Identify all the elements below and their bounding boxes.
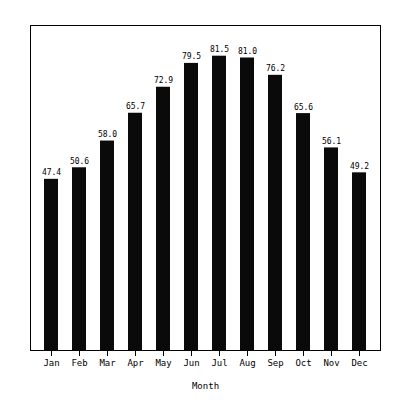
svg-text:56.1: 56.1 [322, 137, 341, 146]
svg-text:Mar: Mar [99, 358, 116, 368]
svg-text:Jun: Jun [183, 358, 199, 368]
svg-text:65.6: 65.6 [294, 103, 313, 112]
svg-text:May: May [155, 358, 172, 368]
svg-text:79.5: 79.5 [182, 52, 201, 61]
svg-text:Dec: Dec [351, 358, 367, 368]
svg-text:72.9: 72.9 [154, 76, 173, 85]
svg-text:Jan: Jan [43, 358, 59, 368]
svg-text:Month: Month [192, 381, 219, 391]
svg-text:Apr: Apr [127, 358, 144, 368]
svg-text:Oct: Oct [295, 358, 311, 368]
svg-text:Jul: Jul [211, 358, 227, 368]
svg-text:81.5: 81.5 [210, 45, 229, 54]
svg-text:76.2: 76.2 [266, 64, 285, 73]
svg-text:Feb: Feb [71, 358, 87, 368]
svg-text:49.2: 49.2 [350, 162, 369, 171]
svg-text:58.0: 58.0 [98, 130, 117, 139]
svg-text:Aug: Aug [239, 358, 255, 368]
svg-text:50.6: 50.6 [70, 157, 89, 166]
svg-text:65.7: 65.7 [126, 102, 145, 111]
svg-text:47.4: 47.4 [42, 168, 61, 177]
svg-text:81.0: 81.0 [238, 47, 257, 56]
svg-text:Sep: Sep [267, 358, 283, 368]
svg-text:Nov: Nov [323, 358, 339, 368]
